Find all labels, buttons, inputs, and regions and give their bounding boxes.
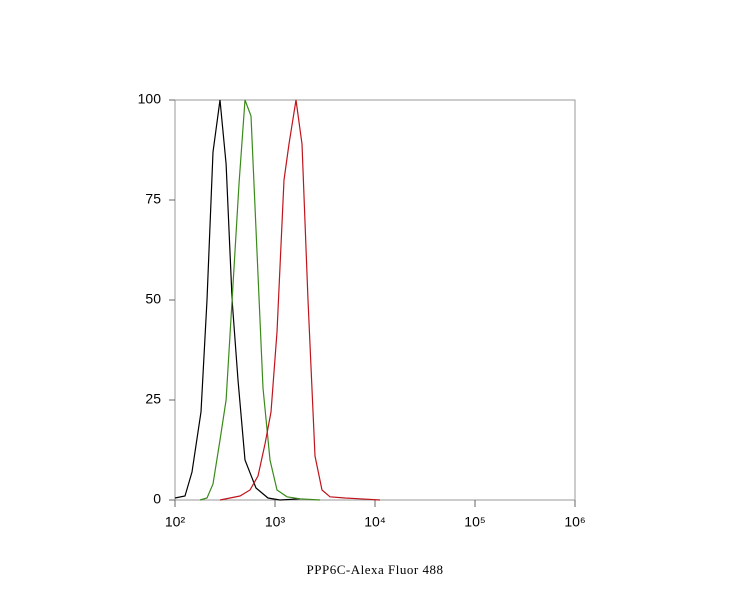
x-tick-label: 10⁴ xyxy=(364,514,386,530)
x-tick-label: 10⁶ xyxy=(564,514,585,530)
y-tick-label: 75 xyxy=(145,191,161,207)
histogram-line xyxy=(219,99,381,501)
plot-frame xyxy=(174,99,576,501)
histogram-line xyxy=(199,99,321,501)
x-tick-label: 10⁵ xyxy=(464,514,485,530)
histogram-line xyxy=(174,99,301,501)
x-axis-label: PPP6C-Alexa Fluor 488 xyxy=(307,562,444,577)
y-tick-label: 25 xyxy=(145,391,161,407)
x-tick-label: 10² xyxy=(165,514,186,530)
y-tick-label: 0 xyxy=(153,491,161,507)
x-tick-label: 10³ xyxy=(265,514,286,530)
y-tick-label: 50 xyxy=(145,291,161,307)
y-tick-label: 100 xyxy=(138,91,162,107)
